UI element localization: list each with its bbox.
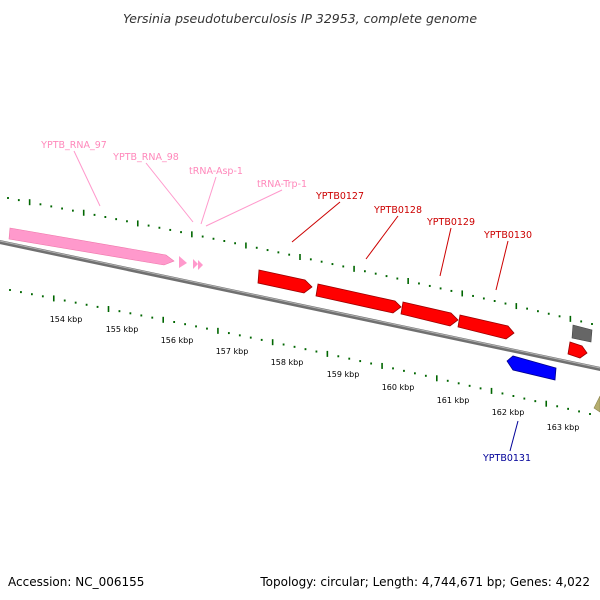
label-yptb0128[interactable]: YPTB0128: [373, 205, 422, 216]
feature-olive-partial[interactable]: [593, 395, 600, 413]
kbp-scale-labels: 154 kbp 155 kbp 156 kbp 157 kbp 158 kbp …: [50, 315, 580, 432]
topology-summary: Topology: circular; Length: 4,744,671 bp…: [259, 575, 590, 589]
gene-forward-partial[interactable]: [567, 341, 588, 359]
inner-tick-row: [9, 289, 591, 415]
rna-leader-lines: [73, 150, 283, 227]
label-yptb0129[interactable]: YPTB0129: [426, 217, 475, 228]
trna-trp-feature[interactable]: [198, 260, 203, 270]
outer-tick-row: [7, 197, 593, 325]
accession-text: Accession: NC_006155: [8, 575, 144, 589]
kbp-label: 157 kbp: [216, 347, 249, 356]
kbp-label: 161 kbp: [437, 396, 470, 405]
rna-feature-97[interactable]: [8, 227, 175, 266]
kbp-label: 160 kbp: [382, 383, 415, 392]
label-yptb0130[interactable]: YPTB0130: [483, 230, 532, 241]
label-yptb-rna-98[interactable]: YPTB_RNA_98: [112, 152, 179, 163]
feature-gray-partial[interactable]: [571, 324, 593, 343]
gene-leader-lines: [291, 201, 509, 291]
kbp-label: 156 kbp: [161, 336, 194, 345]
gene-yptb0131[interactable]: [506, 355, 557, 381]
kbp-label: 158 kbp: [271, 358, 304, 367]
kbp-label: 162 kbp: [492, 408, 525, 417]
genome-backbone: [0, 240, 600, 371]
kbp-label: 155 kbp: [106, 325, 139, 334]
gene-yptb0129[interactable]: [400, 301, 459, 327]
gene-yptb0130[interactable]: [457, 314, 515, 340]
label-yptb0131[interactable]: YPTB0131: [482, 453, 531, 464]
rna-feature-track: [8, 227, 203, 270]
rna-feature-98[interactable]: [179, 256, 187, 268]
map-title: Yersinia pseudotuberculosis IP 32953, co…: [123, 11, 477, 26]
kbp-label: 154 kbp: [50, 315, 83, 324]
label-trna-trp-1[interactable]: tRNA-Trp-1: [257, 179, 307, 190]
trna-asp-feature[interactable]: [193, 259, 198, 269]
gene-leader-line-reverse: [509, 420, 519, 452]
gene-yptb0127[interactable]: [257, 269, 313, 294]
label-yptb-rna-97[interactable]: YPTB_RNA_97: [40, 140, 107, 151]
label-trna-asp-1[interactable]: tRNA-Asp-1: [189, 166, 243, 177]
kbp-label: 159 kbp: [327, 370, 360, 379]
forward-gene-track: [257, 269, 588, 359]
kbp-label: 163 kbp: [547, 423, 580, 432]
label-yptb0127[interactable]: YPTB0127: [315, 191, 364, 202]
gene-yptb0128[interactable]: [315, 283, 402, 314]
